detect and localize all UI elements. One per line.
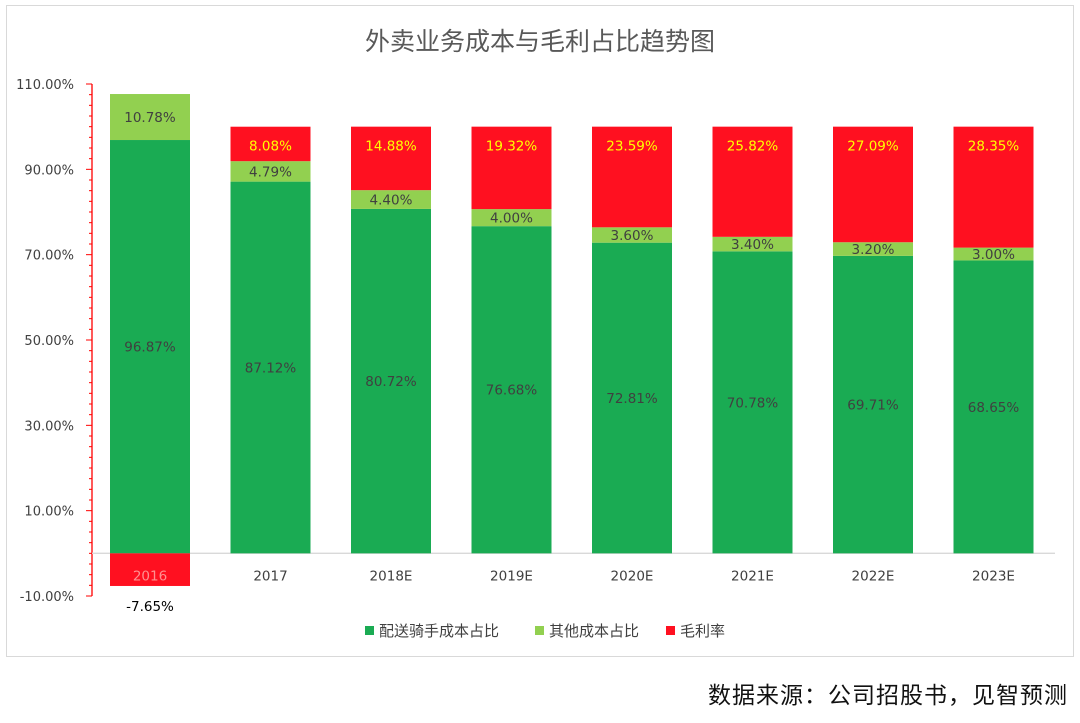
bar-rider-cost [712,251,793,554]
bar-rider-cost [953,260,1034,554]
bar-other-cost [833,242,913,256]
label-gross-margin: -7.65% [126,599,174,615]
label-gross-margin: 28.35% [968,139,1020,155]
source-note: 数据来源：公司招股书，见智预测 [708,683,1068,709]
bar-other-cost [953,247,1034,261]
bar-gross-margin [953,126,1034,248]
chart-title: 外卖业务成本与毛利占比趋势图 [364,27,715,56]
label-rider-cost: 76.68% [486,383,538,399]
legend: 配送骑手成本占比 其他成本占比 毛利率 [365,622,725,640]
label-gross-margin: 14.88% [365,139,417,155]
label-other-cost: 3.00% [972,247,1015,263]
legend-label: 毛利率 [680,622,725,640]
bar-gross-margin [230,126,311,162]
label-rider-cost: 96.87% [124,340,176,356]
bar-gross-margin [471,126,552,210]
x-tick-label: 2018E [370,568,413,584]
legend-label: 其他成本占比 [549,622,639,640]
x-tick-label: 2023E [972,568,1015,584]
bars: 96.87% 10.78% -7.65% 87.12% 4.79% 8.08% 80.72%… [110,94,1034,615]
x-tick-label: 2022E [852,568,895,584]
label-other-cost: 4.00% [490,211,533,227]
label-gross-margin: 8.08% [249,139,292,155]
y-tick-label: 50.00% [24,334,74,349]
bar-gross-margin [351,126,431,191]
bar-gross-margin [110,553,190,586]
label-other-cost: 3.20% [852,242,895,258]
legend-swatch [666,626,675,635]
legend-swatch [535,626,544,635]
bar-gross-margin [833,126,913,243]
bar-rider-cost [110,140,190,554]
x-tick-label: 2019E [490,568,533,584]
y-tick-label: 90.00% [24,163,74,178]
bar-rider-cost [230,181,311,554]
bar-rider-cost [592,242,672,554]
label-other-cost: 3.40% [731,237,774,253]
label-other-cost: 10.78% [124,110,176,126]
y-tick-label: 10.00% [24,505,74,520]
label-rider-cost: 68.65% [968,400,1020,416]
x-tick-label: 2016 [133,568,167,584]
bar-gross-margin [592,126,672,228]
x-tick-label: 2021E [731,568,774,584]
label-rider-cost: 72.81% [606,391,658,407]
bar-gross-margin [712,126,793,237]
bar-rider-cost [351,208,431,554]
x-tick-label: 2017 [253,568,287,584]
y-tick-label: -10.00% [20,590,74,605]
x-tick-label: 2020E [611,568,654,584]
x-axis-labels: 2016 2017 2018E 2019E 2020E 2021E 2022E 2023E [133,568,1015,584]
bar-other-cost [110,94,190,141]
y-tick-label: 70.00% [24,249,74,264]
bar-other-cost [471,209,552,227]
label-other-cost: 4.40% [370,193,413,209]
label-rider-cost: 80.72% [365,374,417,390]
label-other-cost: 4.79% [249,164,292,180]
bar-other-cost [712,236,793,252]
y-tick-label: 30.00% [24,419,74,434]
label-other-cost: 3.60% [611,228,654,244]
legend-swatch [365,626,374,635]
label-rider-cost: 70.78% [727,395,779,411]
label-gross-margin: 19.32% [486,139,538,155]
bar-other-cost [592,227,672,243]
label-rider-cost: 69.71% [847,398,899,414]
label-rider-cost: 87.12% [245,360,297,376]
label-gross-margin: 25.82% [727,139,779,155]
bar-rider-cost [833,255,913,554]
label-gross-margin: 23.59% [606,139,658,155]
bar-other-cost [230,161,311,182]
label-gross-margin: 27.09% [847,139,899,155]
y-tick-label: 110.00% [16,78,74,93]
bar-rider-cost [471,226,552,554]
legend-label: 配送骑手成本占比 [379,622,499,640]
bar-other-cost [351,190,431,209]
